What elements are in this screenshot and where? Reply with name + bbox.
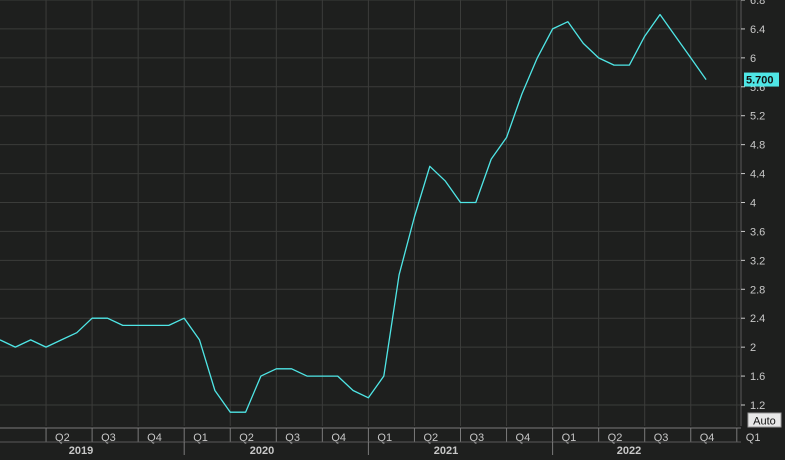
x-tick-label: Q2 <box>239 432 254 444</box>
x-tick-label: Q1 <box>377 432 392 444</box>
x-tick-label: Q3 <box>101 432 116 444</box>
x-axis: Q2 Q3 Q4 Q1 Q2 Q3 Q4 Q1 Q2 Q3 Q4 Q1 Q2 Q3 Q4 Q1 2019 2020… <box>0 427 761 457</box>
y-tick-label: 2.4 <box>750 313 765 325</box>
x-tick-label: Q4 <box>516 432 531 444</box>
x-tick-label: Q1 <box>562 432 577 444</box>
x-tick-label: Q4 <box>331 432 346 444</box>
x-tick-label: Q1 <box>746 432 761 444</box>
y-tick-label: 4.4 <box>750 169 765 181</box>
y-tick-label: 1.2 <box>750 400 765 412</box>
y-tick-label: 1.6 <box>750 371 765 383</box>
auto-button[interactable]: Auto <box>747 412 782 428</box>
year-label: 2021 <box>434 445 458 455</box>
year-label: 2022 <box>617 445 641 455</box>
y-tick-label: 3.2 <box>750 255 765 267</box>
y-tick-label: 2 <box>750 342 756 354</box>
y-tick-label: 4 <box>750 198 756 210</box>
year-label: 2019 <box>69 445 93 455</box>
y-tick-label: 4.8 <box>750 140 765 152</box>
y-axis: 6.86.465.65.24.84.443.63.22.82.421.61.25… <box>740 0 779 426</box>
year-label: 2020 <box>250 445 274 455</box>
x-tick-label: Q2 <box>423 432 438 444</box>
series-line <box>0 13 707 413</box>
x-tick-label: Q3 <box>654 432 669 444</box>
y-tick-label: 6.4 <box>750 24 765 36</box>
x-tick-label: Q3 <box>285 432 300 444</box>
y-tick-label: 6 <box>750 53 756 65</box>
y-tick-label: 2.8 <box>750 284 765 296</box>
x-tick-label: Q4 <box>700 432 715 444</box>
grid <box>0 0 740 426</box>
x-tick-label: Q2 <box>55 432 70 444</box>
x-tick-label: Q2 <box>608 432 623 444</box>
x-tick-label: Q4 <box>147 432 162 444</box>
y-tick-label: 3.6 <box>750 226 765 238</box>
y-tick-label: 5.2 <box>750 111 765 123</box>
last-value-badge <box>744 72 779 87</box>
last-value-label: 5.700 <box>746 75 774 87</box>
x-tick-label: Q1 <box>193 432 208 444</box>
auto-button-label: Auto <box>753 416 776 428</box>
x-tick-label: Q3 <box>470 432 485 444</box>
y-tick-label: 6.8 <box>750 0 765 7</box>
series-layer <box>0 13 707 413</box>
